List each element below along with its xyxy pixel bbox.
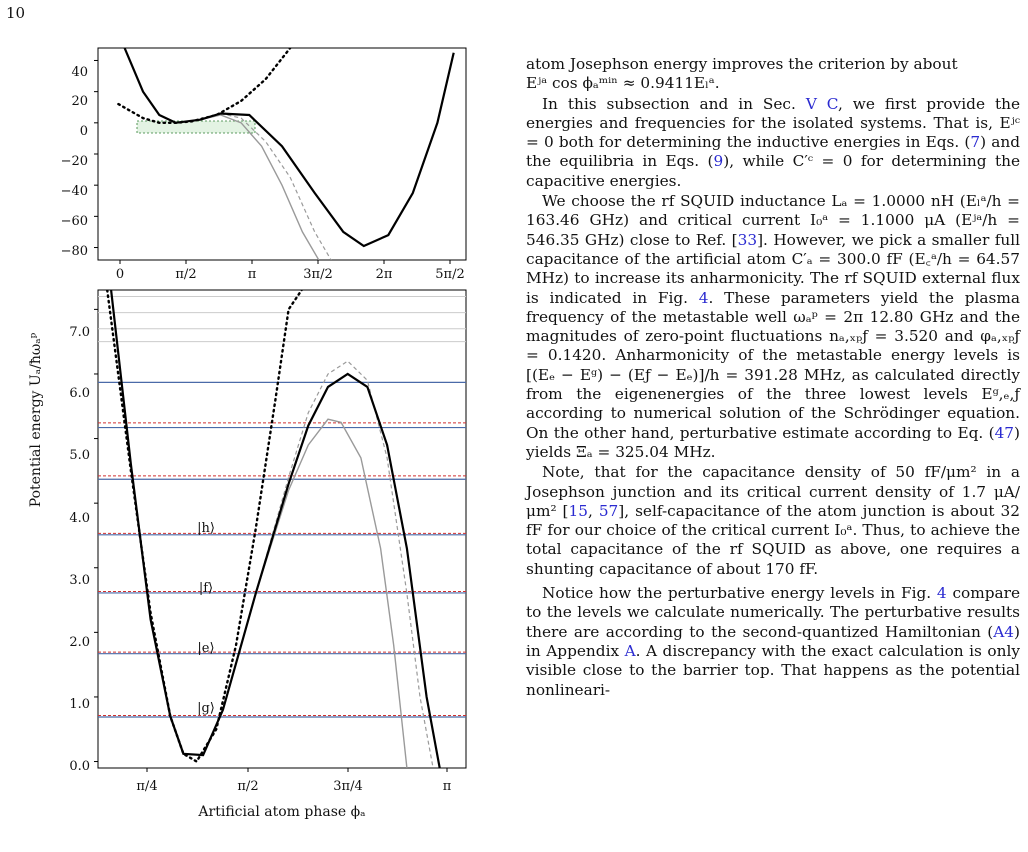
top-curve-solid-black [123, 48, 455, 248]
top-y-tick-label: 20 [71, 94, 88, 109]
p1-text: atom Josephson energy improves the crite… [526, 55, 958, 73]
top-axis-ticks [94, 59, 451, 264]
bottom-curve-solid-black [110, 290, 441, 768]
p5-text: ) in Appendix [526, 622, 1020, 660]
top-y-tick-label: −80 [61, 244, 88, 259]
top-x-tick-label: 5π/2 [435, 267, 464, 282]
state-label-g: |g⟩ [197, 701, 215, 716]
bottom-curves [106, 290, 441, 768]
bottom-y-tick-label: 0.0 [69, 759, 90, 774]
top-y-tick-labels: 40 20 0 −20 −40 −60 −80 [61, 65, 88, 259]
top-y-tick-label: 40 [71, 65, 88, 80]
bottom-x-tick-label: π/4 [136, 779, 157, 794]
top-x-tick-label: 3π/2 [303, 267, 332, 282]
top-x-tick-label: π [248, 267, 257, 282]
bottom-x-axis-title: Artificial atom phase ϕₐ [197, 804, 366, 820]
paragraph-3: We choose the rf SQUID inductance Lₐ = 1… [526, 192, 1020, 462]
bottom-y-tick-label: 4.0 [69, 511, 90, 526]
link-fig-4[interactable]: 4 [698, 288, 709, 307]
state-label-h: |h⟩ [197, 521, 215, 536]
p3-text: ]. However, we pick a smaller full capac… [526, 230, 1020, 307]
paragraph-5: Notice how the perturbative energy level… [526, 584, 1020, 700]
link-ref-15[interactable]: 15 [568, 501, 588, 520]
p2-text: In this subsection and in Sec. [542, 94, 806, 113]
p2-text: ), while C′ᶜ = 0 for determining the cap… [526, 152, 1020, 190]
p2-text: , we first provide the energies and freq… [526, 94, 1020, 152]
state-labels: |h⟩ |f⟩ |e⟩ |g⟩ [197, 521, 215, 716]
paragraph-2: In this subsection and in Sec. V C, we f… [526, 95, 1020, 191]
bottom-x-tick-labels: π/4 π/2 3π/4 π [136, 779, 451, 794]
body-text-column: atom Josephson energy improves the crite… [526, 55, 1020, 701]
p5-text: compare to the levels we calculate numer… [526, 584, 1021, 641]
link-eq-a4[interactable]: A4 [993, 622, 1015, 641]
p5-text: . A discrepancy with the exact calculati… [526, 641, 1020, 699]
bottom-panel: |h⟩ |f⟩ |e⟩ |g⟩ 7.0 6.0 5.0 4.0 3.0 2.0 … [28, 289, 467, 820]
link-ref-57[interactable]: 57 [598, 501, 619, 520]
p3-text: . These parameters yield the plasma freq… [526, 288, 1020, 442]
top-curve-solid-gray [123, 48, 320, 260]
top-curves [117, 48, 455, 260]
top-x-tick-labels: 0 π/2 π 3π/2 2π 5π/2 [116, 267, 465, 282]
top-y-tick-label: −20 [61, 154, 88, 169]
link-eq-47[interactable]: 47 [994, 423, 1015, 442]
top-x-tick-label: 2π [376, 267, 393, 282]
link-eq-7[interactable]: 7 [970, 133, 981, 152]
bottom-curve-solid-gray [110, 290, 408, 768]
bottom-x-tick-label: π [443, 779, 452, 794]
top-panel: 40 20 0 −20 −40 −60 −80 0 π/2 π 3π/2 2π … [61, 47, 467, 282]
state-label-e: |e⟩ [197, 641, 214, 656]
top-y-tick-label: −60 [61, 214, 88, 229]
bottom-y-tick-label: 6.0 [69, 386, 90, 401]
link-ref-33[interactable]: 33 [737, 230, 758, 249]
bottom-y-tick-label: 3.0 [69, 573, 90, 588]
p3-text: We choose the rf SQUID inductance Lₐ = 1… [526, 192, 1020, 249]
link-fig-4[interactable]: 4 [936, 584, 947, 603]
bottom-axis-ticks [94, 308, 448, 772]
top-curve-dotted-black [117, 48, 292, 124]
paragraph-4: Note, that for the capacitance density o… [526, 463, 1020, 579]
bottom-curve-dashed-gray [110, 290, 434, 768]
bottom-y-tick-label: 2.0 [69, 635, 90, 650]
link-appendix-a[interactable]: A [624, 641, 636, 660]
bottom-y-axis-title: Potential energy Uₐ/ħωₐᵖ [28, 332, 44, 507]
bottom-y-tick-labels: 7.0 6.0 5.0 4.0 3.0 2.0 1.0 0.0 [69, 325, 90, 774]
metastable-well-box [136, 120, 256, 134]
page-number: 10 [6, 4, 26, 22]
bottom-x-tick-label: 3π/4 [333, 779, 362, 794]
p3-text: ) yields Ξₐ = 325.04 MHz. [526, 423, 1020, 461]
top-y-tick-label: −40 [61, 184, 88, 199]
bottom-x-tick-label: π/2 [237, 779, 258, 794]
bottom-y-tick-label: 5.0 [69, 448, 90, 463]
figure: 40 20 0 −20 −40 −60 −80 0 π/2 π 3π/2 2π … [28, 47, 467, 820]
link-section-vc[interactable]: V C [805, 94, 838, 113]
p1-formula: Eʲᵃ cos ϕₐᵐⁱⁿ ≈ 0.9411Eₗᵃ. [526, 74, 720, 93]
bottom-y-tick-label: 1.0 [69, 697, 90, 712]
p5-text: Notice how the perturbative energy level… [542, 584, 937, 603]
p4-text: ], self-capacitance of the atom junction… [526, 501, 1020, 578]
link-eq-9[interactable]: 9 [713, 152, 724, 171]
bottom-plot-frame [97, 289, 467, 769]
p4-text: , [587, 501, 599, 520]
top-x-tick-label: 0 [116, 267, 124, 282]
paragraph-1: atom Josephson energy improves the crite… [526, 55, 1020, 94]
bottom-y-tick-label: 7.0 [69, 325, 90, 340]
p4-text: Note, that for the capacitance density o… [526, 463, 1020, 520]
top-plot-frame [97, 47, 467, 261]
state-label-f: |f⟩ [199, 581, 213, 596]
p2-text: ) and the equilibria in Eqs. ( [526, 133, 1020, 171]
top-x-tick-label: π/2 [175, 267, 196, 282]
top-y-tick-label: 0 [80, 124, 88, 139]
